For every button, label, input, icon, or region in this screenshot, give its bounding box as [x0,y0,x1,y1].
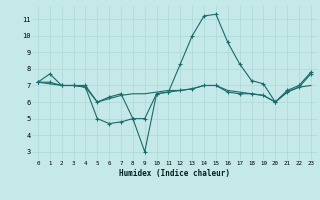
X-axis label: Humidex (Indice chaleur): Humidex (Indice chaleur) [119,169,230,178]
